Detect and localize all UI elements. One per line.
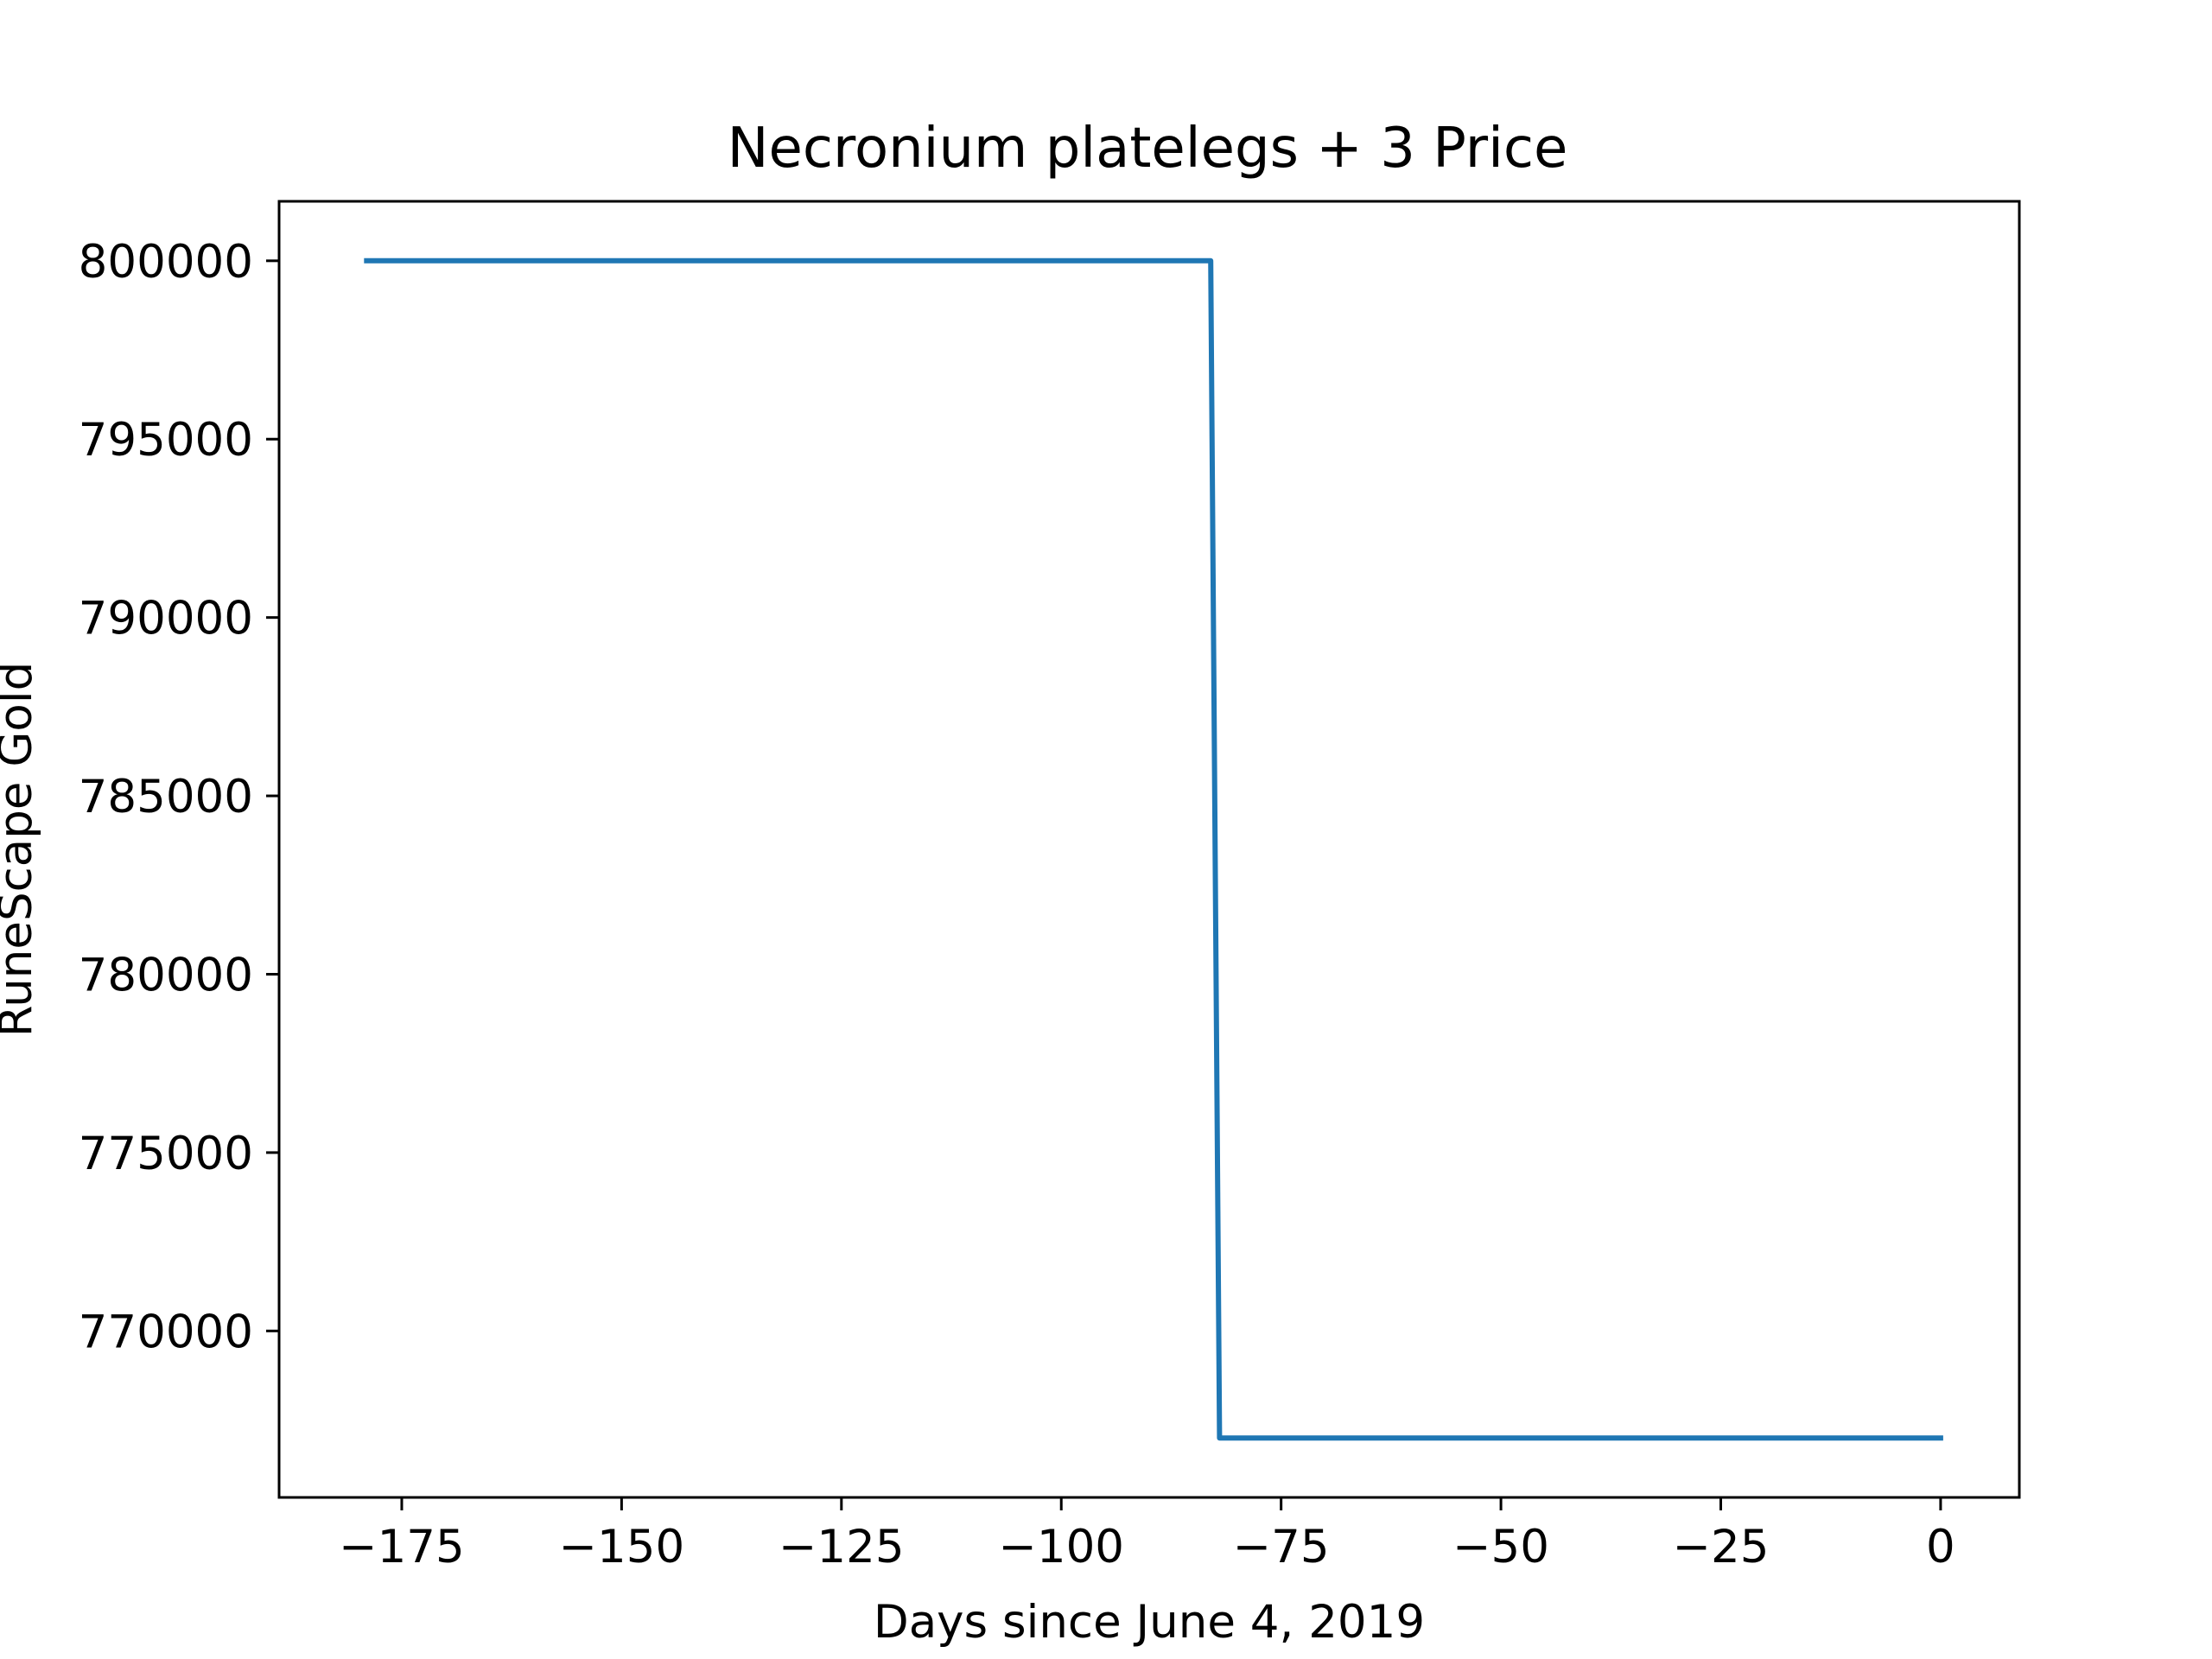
plot-area bbox=[364, 257, 1943, 1441]
y-tick-label: 790000 bbox=[79, 593, 253, 645]
axes-frame bbox=[277, 200, 2021, 1499]
x-tick-label: −125 bbox=[779, 1521, 905, 1573]
x-tick-label: −75 bbox=[1233, 1521, 1330, 1573]
x-tick-label: −150 bbox=[559, 1521, 685, 1573]
y-tick-label: 770000 bbox=[79, 1306, 253, 1358]
y-tick-label: 785000 bbox=[79, 771, 253, 823]
y-tick-label: 800000 bbox=[79, 236, 253, 289]
y-axis: 770000 775000 780000 785000 790000 795000 8000… bbox=[79, 236, 279, 1358]
x-tick-label: 0 bbox=[1926, 1521, 1955, 1573]
x-tick-label: −50 bbox=[1452, 1521, 1549, 1573]
y-tick-label: 795000 bbox=[79, 414, 253, 467]
x-tick-label: −25 bbox=[1673, 1521, 1770, 1573]
y-tick-label: 775000 bbox=[79, 1128, 253, 1180]
chart-title: Necronium platelegs + 3 Price bbox=[728, 117, 1568, 181]
x-axis-label: Days since June 4, 2019 bbox=[874, 1596, 1425, 1649]
y-axis-label: RuneScape Gold bbox=[0, 662, 42, 1037]
x-axis: −175 −150 −125 −100 −75 −50 −25 0 bbox=[339, 1497, 1955, 1573]
x-tick-label: −100 bbox=[998, 1521, 1124, 1573]
y-tick-label: 780000 bbox=[79, 949, 253, 1001]
series-line bbox=[364, 257, 1943, 1441]
x-tick-label: −175 bbox=[339, 1521, 465, 1573]
